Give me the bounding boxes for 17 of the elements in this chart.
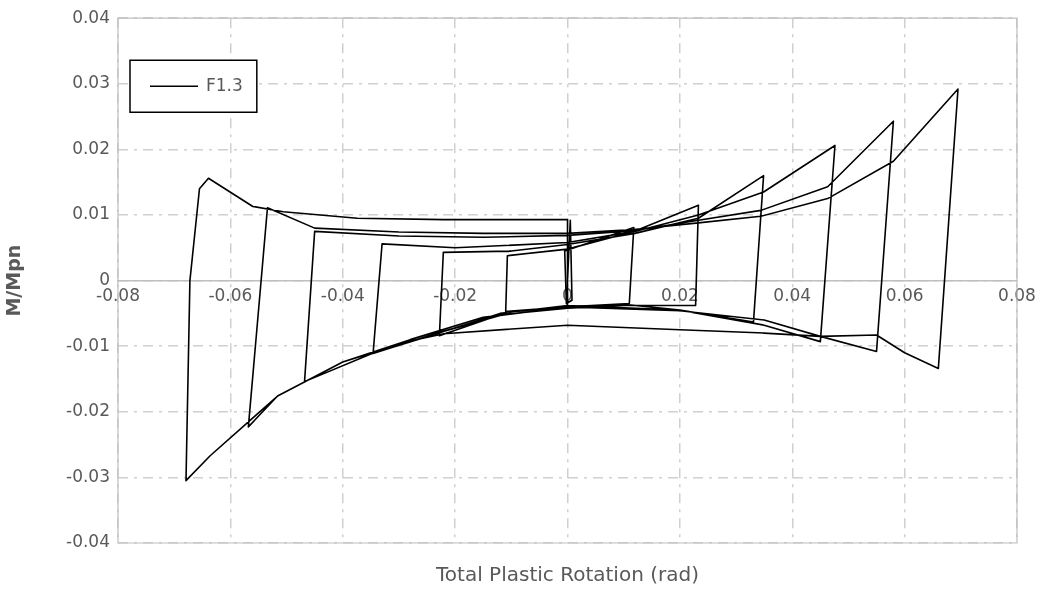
x-tick-label: -0.08 — [96, 285, 140, 306]
legend-label: F1.3 — [206, 74, 243, 95]
y-tick-label: 0.01 — [72, 203, 110, 224]
y-tick-label: -0.02 — [66, 400, 110, 421]
y-tick-label: 0.04 — [72, 6, 110, 27]
x-tick-label: -0.06 — [208, 285, 253, 306]
x-tick-label: 0.06 — [885, 285, 924, 306]
x-tick-label: -0.04 — [320, 285, 365, 306]
y-tick-label: -0.04 — [66, 531, 110, 552]
x-axis-title: Total Plastic Rotation (rad) — [435, 562, 700, 586]
y-tick-label: -0.01 — [66, 334, 110, 355]
y-axis-title: M/Mpn — [2, 244, 25, 317]
x-tick-label: 0.08 — [998, 285, 1036, 306]
y-tick-label: 0.02 — [72, 137, 110, 158]
x-tick-label: 0.04 — [773, 285, 812, 306]
y-tick-label: -0.03 — [66, 465, 110, 486]
y-tick-label: 0.03 — [72, 72, 110, 93]
